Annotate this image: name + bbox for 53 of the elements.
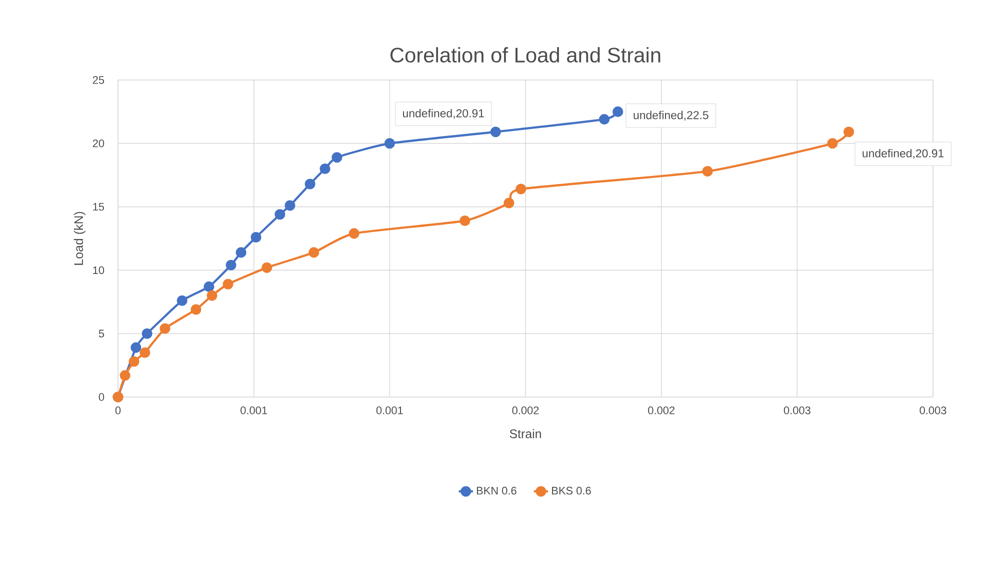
point [490,126,501,138]
point [274,209,286,220]
point [516,184,526,194]
x-axis-title: Strain [510,429,541,438]
y-tick-label: 15 [93,202,104,211]
x-tick-label: 0.001 [376,406,403,414]
point [612,106,624,117]
point [308,247,320,258]
y-tick-label: 20 [92,140,104,148]
point [284,200,296,211]
y-tick-label: 5 [98,330,104,338]
x-tick-label: 0.002 [648,406,674,414]
point [206,290,218,301]
point [262,262,272,273]
point [140,347,150,358]
y-tick-label: 10 [93,266,104,274]
x-tick-label: 0.003 [784,406,810,414]
point [120,370,130,381]
x-tick-label: 0.003 [920,406,946,414]
x-tick-label: 0.001 [240,406,268,414]
point [332,152,342,163]
point [348,228,360,239]
point [142,328,152,339]
x-tick-label: 0 [115,406,121,414]
point [599,114,610,125]
point [222,278,234,290]
point [844,126,854,138]
point [384,138,395,149]
annotation: undefined,20.91 [862,149,944,159]
point [250,232,262,243]
y-tick-label: 25 [92,76,104,84]
legend-label: BKS 0.6 [552,486,591,495]
point [320,163,330,174]
point [190,304,202,315]
y-axis-title: Load (kN) [74,212,86,265]
point [176,295,188,306]
point [827,138,838,149]
point [236,247,246,258]
x-tick-label: 0.002 [512,406,539,414]
point [226,260,236,270]
legend-label: BKN 0.6 [476,486,516,495]
point [204,281,214,292]
point [702,166,713,177]
point [460,215,470,226]
chart-title: Corelation of Load and Strain [390,47,660,63]
point [504,198,514,208]
y-tick-label: 0 [98,393,104,401]
point [130,342,142,353]
point [128,356,140,367]
point [160,323,170,334]
annotation: undefined,22.5 [634,110,708,121]
annotation: undefined,20.91 [403,108,484,119]
point [304,178,316,190]
